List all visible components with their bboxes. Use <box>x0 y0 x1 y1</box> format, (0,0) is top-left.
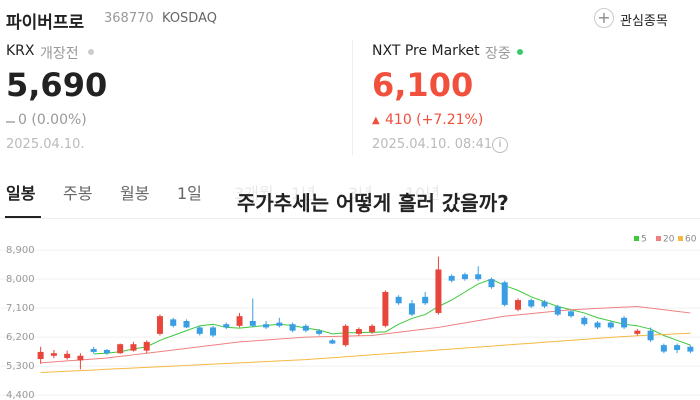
candle-body <box>143 341 150 351</box>
legend-label: 60 <box>685 235 697 245</box>
candle-body <box>621 317 628 328</box>
stock-name: 파이버프로 <box>6 13 85 33</box>
candle-body <box>422 296 429 304</box>
candle-body <box>488 279 495 288</box>
candle-body <box>501 282 508 305</box>
krx-price: 5,690 <box>6 66 108 104</box>
info-icon[interactable]: i <box>492 137 508 153</box>
candle-body <box>64 353 71 359</box>
ma-line <box>40 305 691 364</box>
candle-body <box>435 269 442 313</box>
y-tick-label: 4,400 <box>6 390 35 400</box>
krx-status: 개장전 <box>40 46 79 62</box>
candle-body <box>50 353 57 356</box>
candle-body <box>687 346 694 352</box>
y-tick-label: 7,100 <box>6 303 35 314</box>
candle-body <box>77 355 84 361</box>
candle-body <box>130 344 137 351</box>
candle-body <box>369 325 376 333</box>
nxt-label: NXT Pre Market <box>372 43 480 59</box>
candle-body <box>223 324 230 328</box>
candle-body <box>302 325 309 331</box>
candle-body <box>554 306 561 315</box>
candle-body <box>117 344 124 354</box>
separator: · <box>150 11 155 26</box>
divider <box>0 218 700 219</box>
candle-body <box>236 316 243 326</box>
candle-body <box>289 324 296 331</box>
plus-icon[interactable]: + <box>594 8 614 28</box>
legend-label: 20 <box>663 235 675 245</box>
nxt-status: 장중 <box>485 46 511 62</box>
candle-body <box>528 300 535 307</box>
candle-body <box>103 349 110 354</box>
legend-swatch <box>634 236 639 241</box>
legend-label: 5 <box>641 235 647 245</box>
candle-body <box>183 320 190 328</box>
tab[interactable]: 주봉 <box>63 184 93 203</box>
candle-body <box>568 311 575 317</box>
candle-body <box>607 322 614 328</box>
tab[interactable]: 일봉 <box>6 184 36 203</box>
candle-body <box>210 327 217 336</box>
y-tick-label: 8,000 <box>6 274 35 285</box>
candle-body <box>196 327 203 334</box>
candle-body <box>355 329 362 334</box>
candle-body <box>475 274 482 280</box>
status-dot <box>517 49 523 55</box>
candle-body <box>329 340 336 344</box>
candle-body <box>342 325 349 346</box>
candle-body <box>156 316 163 334</box>
candle-body <box>660 345 667 352</box>
y-tick-label: 6,200 <box>6 332 35 343</box>
candle-body <box>674 345 681 350</box>
candle-body <box>514 300 521 310</box>
tab-underline <box>5 216 41 218</box>
krx-label: KRX <box>6 43 35 59</box>
candle-body <box>316 330 323 334</box>
ma-line <box>93 278 691 355</box>
candle-body <box>408 303 415 315</box>
y-tick-label: 5,300 <box>6 361 35 372</box>
krx-date: 2025.04.10. <box>6 137 85 152</box>
nxt-change: 410 (+7.21%) <box>385 112 484 128</box>
watch-button[interactable]: 관심종목 <box>620 14 668 29</box>
market: KOSDAQ <box>162 11 217 26</box>
nxt-price: 6,100 <box>372 66 474 104</box>
candle-body <box>263 324 270 328</box>
up-icon: ▲ <box>372 115 380 126</box>
legend-swatch <box>656 236 661 241</box>
candle-body <box>634 330 641 334</box>
ma-line <box>40 332 691 374</box>
flat-icon <box>6 121 15 123</box>
divider <box>352 40 353 155</box>
y-tick-label: 8,900 <box>6 245 35 256</box>
stock-code: 368770 <box>104 11 154 26</box>
candle-body <box>461 274 468 280</box>
legend-swatch <box>678 236 683 241</box>
overlay-caption: 주가추세는 어떻게 흘러 갔을까? <box>233 185 513 218</box>
candle-body <box>647 330 654 341</box>
candle-body <box>448 275 455 281</box>
candle-body <box>276 322 283 326</box>
candle-body <box>594 322 601 328</box>
candle-body <box>541 301 548 307</box>
nxt-date: 2025.04.10. 08:41 <box>372 137 493 152</box>
candle-body <box>249 320 256 326</box>
candle-body <box>37 351 44 359</box>
candle-body <box>581 317 588 325</box>
tab[interactable]: 월봉 <box>120 184 150 203</box>
candle-body <box>170 319 177 326</box>
status-dot <box>88 49 94 55</box>
tab[interactable]: 1일 <box>177 184 202 203</box>
candle-body <box>382 292 389 326</box>
krx-change: 0 (0.00%) <box>18 112 87 128</box>
candle-body <box>395 296 402 304</box>
candle-body <box>90 349 97 352</box>
